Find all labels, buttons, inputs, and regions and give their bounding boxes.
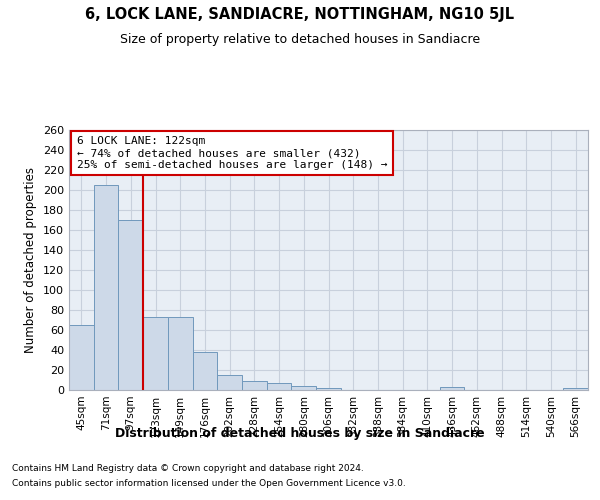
Bar (168, 317, 193, 390)
Bar (242, 381, 267, 390)
Text: Contains HM Land Registry data © Crown copyright and database right 2024.: Contains HM Land Registry data © Crown c… (12, 464, 364, 473)
Y-axis label: Number of detached properties: Number of detached properties (25, 167, 37, 353)
Bar (440, 387, 464, 390)
Text: Size of property relative to detached houses in Sandiacre: Size of property relative to detached ho… (120, 32, 480, 46)
Text: 6, LOCK LANE, SANDIACRE, NOTTINGHAM, NG10 5JL: 6, LOCK LANE, SANDIACRE, NOTTINGHAM, NG1… (85, 8, 515, 22)
Bar (193, 352, 217, 390)
Bar (217, 375, 242, 390)
Bar (69, 325, 94, 390)
Bar (118, 220, 143, 390)
Bar (316, 388, 341, 390)
Bar (143, 317, 168, 390)
Text: Contains public sector information licensed under the Open Government Licence v3: Contains public sector information licen… (12, 479, 406, 488)
Bar (267, 383, 292, 390)
Text: 6 LOCK LANE: 122sqm
← 74% of detached houses are smaller (432)
25% of semi-detac: 6 LOCK LANE: 122sqm ← 74% of detached ho… (77, 136, 387, 170)
Text: Distribution of detached houses by size in Sandiacre: Distribution of detached houses by size … (115, 428, 485, 440)
Bar (563, 388, 588, 390)
Bar (292, 386, 316, 390)
Bar (94, 185, 118, 390)
